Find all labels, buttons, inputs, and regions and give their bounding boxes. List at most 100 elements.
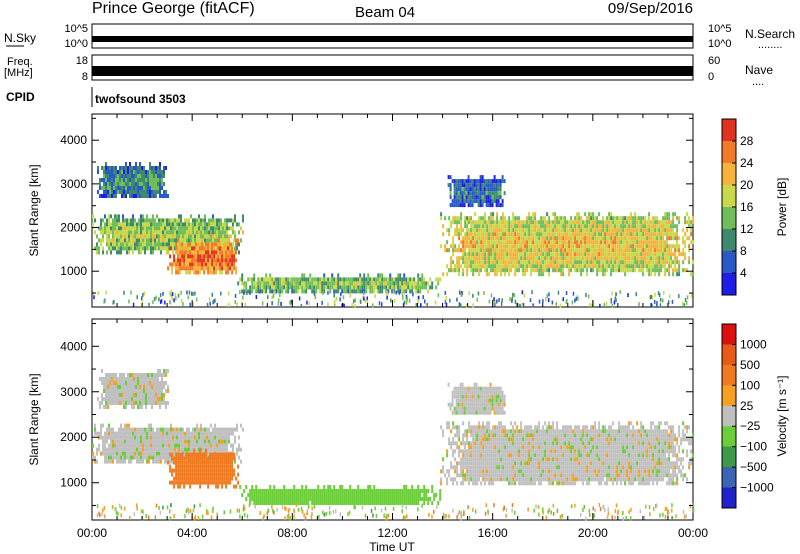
data-cell xyxy=(500,252,503,257)
data-cell xyxy=(116,226,118,231)
data-cell xyxy=(229,464,232,469)
data-cell xyxy=(540,236,543,241)
data-cell xyxy=(576,240,579,245)
data-cell xyxy=(452,220,455,225)
data-cell xyxy=(105,397,107,401)
data-cell xyxy=(197,476,200,481)
data-cell xyxy=(186,439,188,444)
data-cell xyxy=(474,220,477,225)
data-cell xyxy=(578,260,581,265)
data-cell xyxy=(207,242,210,247)
data-cell xyxy=(208,447,210,452)
data-cell xyxy=(153,373,155,377)
data-cell xyxy=(141,186,143,190)
data-cell xyxy=(92,451,94,456)
data-cell xyxy=(111,194,113,198)
data-cell xyxy=(150,443,152,448)
data-cell xyxy=(664,260,667,265)
data-cell xyxy=(669,294,671,299)
data-cell xyxy=(219,246,222,251)
data-cell xyxy=(594,264,597,269)
data-cell xyxy=(233,468,236,473)
data-cell xyxy=(439,277,442,282)
data-cell xyxy=(132,234,134,239)
data-cell xyxy=(149,377,151,381)
data-cell xyxy=(524,220,527,225)
data-cell xyxy=(181,250,184,255)
data-cell xyxy=(498,224,501,229)
data-cell xyxy=(203,456,206,461)
data-cell xyxy=(658,268,661,273)
data-cell xyxy=(592,264,595,269)
data-cell xyxy=(367,285,370,290)
data-cell xyxy=(138,455,140,460)
data-cell xyxy=(102,230,104,235)
data-cell xyxy=(150,455,152,460)
data-cell xyxy=(518,220,521,225)
data-cell xyxy=(455,183,458,188)
data-cell xyxy=(546,220,549,225)
data-cell xyxy=(466,216,469,221)
data-cell xyxy=(138,230,140,235)
data-cell xyxy=(151,381,153,385)
data-cell xyxy=(387,285,390,290)
data-cell xyxy=(672,232,675,237)
data-cell xyxy=(176,230,178,235)
data-cell xyxy=(640,224,643,229)
data-cell xyxy=(578,248,581,253)
data-cell xyxy=(152,250,154,255)
data-cell xyxy=(100,218,102,223)
data-cell xyxy=(218,222,220,227)
data-cell xyxy=(496,220,499,225)
data-cell xyxy=(630,232,633,237)
data-cell xyxy=(102,218,104,223)
data-cell xyxy=(550,220,553,225)
data-cell xyxy=(464,244,467,249)
data-cell xyxy=(177,250,180,255)
data-cell xyxy=(130,455,132,460)
data-cell xyxy=(660,297,662,302)
data-cell xyxy=(187,460,190,465)
data-cell xyxy=(221,480,224,485)
data-cell xyxy=(233,254,236,259)
data-cell xyxy=(201,238,204,243)
data-cell xyxy=(180,218,182,223)
data-cell xyxy=(500,272,503,277)
data-cell xyxy=(495,199,498,204)
data-cell xyxy=(181,468,184,473)
data-cell xyxy=(500,240,503,245)
data-cell xyxy=(130,226,132,231)
data-cell xyxy=(520,240,523,245)
data-cell xyxy=(532,240,535,245)
data-cell xyxy=(570,256,573,261)
data-cell xyxy=(142,222,144,227)
data-cell xyxy=(465,187,468,192)
data-cell xyxy=(558,224,561,229)
data-cell xyxy=(145,190,147,194)
data-cell xyxy=(137,174,139,178)
data-cell xyxy=(510,260,513,265)
data-cell xyxy=(574,240,577,245)
data-cell xyxy=(135,170,137,174)
data-cell xyxy=(301,501,304,505)
data-cell xyxy=(487,195,490,200)
data-cell xyxy=(452,240,455,245)
data-cell xyxy=(234,459,236,464)
data-cell xyxy=(472,228,475,233)
data-cell xyxy=(279,501,282,505)
data-cell xyxy=(560,240,563,245)
data-cell xyxy=(674,232,677,237)
data-cell xyxy=(129,166,131,170)
data-cell xyxy=(570,268,573,273)
data-cell xyxy=(488,248,491,253)
data-cell xyxy=(458,272,461,277)
data-cell xyxy=(103,405,105,409)
data-cell xyxy=(301,485,304,489)
data-cell xyxy=(528,224,531,229)
data-cell xyxy=(372,303,374,308)
data-cell xyxy=(108,230,110,235)
data-cell xyxy=(168,451,170,456)
data-cell xyxy=(514,299,517,304)
data-cell xyxy=(574,224,577,229)
data-cell xyxy=(104,455,106,460)
